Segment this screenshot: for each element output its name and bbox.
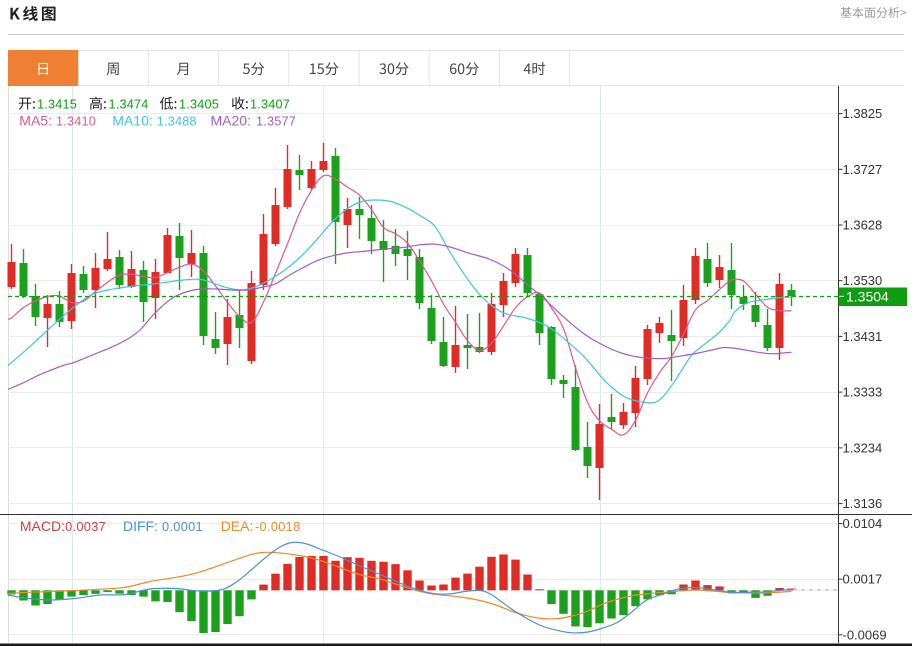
svg-text:1.3333: 1.3333	[843, 385, 883, 400]
svg-text:1.3410: 1.3410	[56, 115, 96, 129]
svg-text:1.3825: 1.3825	[843, 106, 883, 121]
svg-text:-0.0069: -0.0069	[843, 627, 887, 642]
svg-text:1.3431: 1.3431	[843, 329, 883, 344]
svg-text:1.3136: 1.3136	[843, 496, 883, 511]
svg-text:1.3488: 1.3488	[157, 115, 197, 129]
svg-text:0.0017: 0.0017	[843, 572, 883, 587]
svg-text:1.3234: 1.3234	[843, 440, 883, 455]
svg-text:MA20:: MA20:	[211, 113, 251, 129]
svg-text:DEA:: DEA:	[221, 518, 254, 534]
svg-text:DIFF:: DIFF:	[123, 518, 158, 534]
svg-text:1.3407: 1.3407	[250, 98, 290, 112]
svg-text:1.3405: 1.3405	[179, 98, 219, 112]
svg-text:1.3628: 1.3628	[843, 218, 883, 233]
svg-text:MA5:: MA5:	[19, 113, 52, 129]
svg-text:0.0037: 0.0037	[65, 519, 106, 534]
svg-text:1.3504: 1.3504	[846, 288, 889, 304]
svg-text:0.0104: 0.0104	[843, 516, 883, 531]
svg-text:0.0001: 0.0001	[162, 519, 203, 534]
svg-text:MACD:: MACD:	[20, 518, 65, 534]
svg-text:1.3474: 1.3474	[109, 98, 149, 112]
svg-text:1.3530: 1.3530	[843, 273, 883, 288]
svg-text:1.3577: 1.3577	[256, 115, 296, 129]
svg-text:-0.0018: -0.0018	[255, 519, 301, 534]
svg-text:1.3727: 1.3727	[843, 162, 883, 177]
svg-text:MA10:: MA10:	[112, 113, 152, 129]
svg-text:1.3415: 1.3415	[37, 98, 77, 112]
